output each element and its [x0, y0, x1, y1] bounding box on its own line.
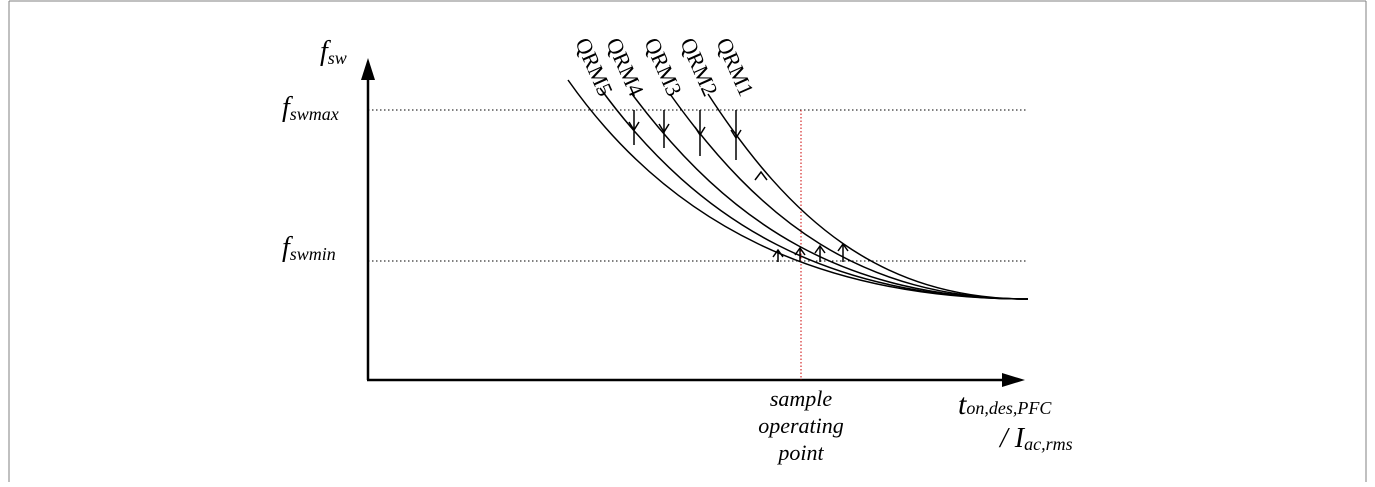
operating-point-label: sample operating point	[758, 386, 844, 465]
fswmin-label: fswmin	[282, 232, 336, 264]
down-transitions	[628, 110, 742, 160]
curve-qrm2	[669, 93, 1029, 300]
y-axis-label-sub: sw	[328, 48, 347, 68]
x-axis-label-line2: / Iac,rms	[998, 423, 1073, 454]
qrm-curves	[567, 79, 1029, 300]
operating-point-label-line3: point	[776, 440, 824, 465]
curve-labels: QRM1 QRM2 QRM3 QRM4 QRM5	[570, 34, 759, 100]
up-arrow-icon	[794, 246, 806, 256]
up-transitions	[754, 170, 849, 262]
operating-point-label-line1: sample	[770, 386, 833, 411]
up-arrow-icon	[814, 244, 826, 254]
fswmax-label-main: f	[282, 92, 293, 123]
x-axis-label-main: t	[958, 388, 967, 421]
operating-point-label-line2: operating	[758, 413, 844, 438]
x-axis-label-line1: ton,des,PFC	[958, 388, 1052, 421]
down-arrow-icon	[658, 123, 670, 134]
fswmin-label-main: f	[282, 232, 293, 263]
x-axis-label-line2-sub: ac,rms	[1024, 434, 1073, 454]
x-axis-arrowhead	[1002, 373, 1025, 387]
x-axis-label-line2-main: I	[1014, 423, 1026, 454]
y-axis-arrowhead	[361, 58, 375, 80]
fswmax-label-sub: swmax	[290, 104, 339, 124]
down-arrow-icon	[694, 126, 706, 137]
x-axis-label-sub: on,des,PFC	[966, 398, 1052, 418]
up-arrow-icon	[754, 170, 768, 181]
curve-qrm5	[567, 79, 1029, 300]
down-arrow-icon	[730, 129, 742, 140]
up-arrow-icon	[772, 248, 784, 258]
y-axis-label-main: f	[320, 36, 331, 67]
down-arrow-icon	[628, 121, 640, 132]
fswmax-label: fswmax	[282, 92, 339, 124]
y-axis-label: fsw	[320, 36, 347, 68]
up-arrow-icon	[837, 242, 849, 252]
fswmin-label-sub: swmin	[290, 244, 336, 264]
x-axis-label-line2-prefix: /	[998, 423, 1015, 454]
